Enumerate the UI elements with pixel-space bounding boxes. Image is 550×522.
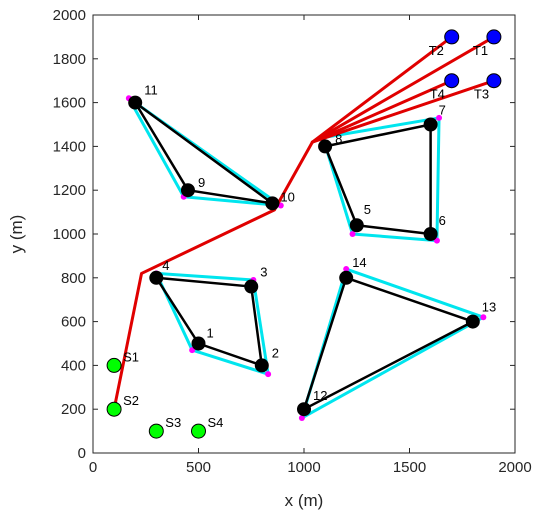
target-label: T2 xyxy=(429,43,444,58)
node-marker xyxy=(423,117,438,132)
cluster-hull xyxy=(127,96,283,208)
node-marker xyxy=(318,139,333,154)
node-marker xyxy=(191,336,206,351)
node-marker xyxy=(297,402,311,417)
node-label: 9 xyxy=(198,175,205,190)
target-marker xyxy=(486,29,502,45)
hull-vertex-marker xyxy=(298,414,305,421)
hull-vertex-marker xyxy=(433,237,440,244)
target-link-line xyxy=(310,35,496,144)
y-tick-label: 1200 xyxy=(53,182,86,199)
y-tick-label: 800 xyxy=(61,270,86,287)
node-label: 10 xyxy=(280,189,294,204)
target-label: T3 xyxy=(474,87,489,102)
node-marker xyxy=(339,270,354,285)
node-marker xyxy=(254,358,269,373)
x-tick-label: 0 xyxy=(89,459,97,476)
node-label: 11 xyxy=(144,83,158,98)
route-line xyxy=(112,141,314,410)
y-tick-label: 1600 xyxy=(53,95,86,112)
node-label: 13 xyxy=(482,300,496,315)
hull-vertex-marker xyxy=(189,347,196,354)
node-marker xyxy=(180,183,195,198)
hull-vertex-marker xyxy=(265,371,272,378)
y-tick-label: 1000 xyxy=(53,226,86,243)
source-marker xyxy=(191,423,206,439)
source-label: S3 xyxy=(165,415,181,430)
node-marker xyxy=(265,196,280,211)
node-label: 14 xyxy=(352,255,366,270)
node-label: 7 xyxy=(439,103,446,118)
y-tick-label: 1400 xyxy=(53,138,86,155)
node-marker xyxy=(244,279,259,294)
cluster-tour xyxy=(302,276,475,411)
target-marker xyxy=(444,29,460,45)
y-tick-label: 400 xyxy=(61,357,86,374)
x-tick-label: 1500 xyxy=(393,459,426,476)
x-tick-label: 1000 xyxy=(287,459,320,476)
node-label: 8 xyxy=(335,131,342,146)
hull-vertex-marker xyxy=(436,114,443,121)
node-marker xyxy=(423,227,438,241)
node-label: 12 xyxy=(313,388,327,403)
cluster-tour xyxy=(133,101,274,205)
x-tick-label: 2000 xyxy=(498,459,531,476)
y-tick-label: 1800 xyxy=(53,51,86,68)
target-link-line xyxy=(310,79,454,144)
x-axis-label: x (m) xyxy=(285,491,324,510)
node-label: 4 xyxy=(162,258,169,273)
node-marker xyxy=(465,314,480,329)
axis-ticks: 0 500 1000 1500 2000 0 200 400 600 800 1000 1200 140… xyxy=(53,7,532,476)
node-label: 5 xyxy=(364,202,371,217)
source-marker xyxy=(106,401,122,417)
node-marker xyxy=(128,95,143,110)
node-marker xyxy=(149,270,164,285)
source-label: S1 xyxy=(123,349,139,364)
target-link-line xyxy=(310,35,454,144)
node-label: 2 xyxy=(272,345,279,360)
y-tick-label: 2000 xyxy=(53,7,86,24)
target-marker xyxy=(486,73,502,89)
source-marker xyxy=(148,423,164,439)
hull-vertex-marker xyxy=(349,231,356,237)
y-axis-label: y (m) xyxy=(7,215,26,254)
source-label: S4 xyxy=(208,415,224,430)
target-label: T1 xyxy=(473,43,488,58)
y-tick-label: 200 xyxy=(61,401,86,418)
node-label: 3 xyxy=(260,265,267,280)
hull-vertex-marker xyxy=(480,314,487,321)
x-tick-label: 500 xyxy=(186,459,211,476)
target-link-line xyxy=(310,79,496,144)
node-marker xyxy=(349,218,364,233)
y-tick-label: 600 xyxy=(61,314,86,331)
source-marker xyxy=(106,357,122,373)
y-tick-label: 0 xyxy=(78,445,86,462)
target-label: T4 xyxy=(430,87,445,102)
node-label: 1 xyxy=(207,326,214,341)
source-label: S2 xyxy=(123,393,139,408)
hull-vertex-marker xyxy=(343,266,350,273)
node-label: 6 xyxy=(439,213,446,228)
target-marker xyxy=(444,73,460,89)
